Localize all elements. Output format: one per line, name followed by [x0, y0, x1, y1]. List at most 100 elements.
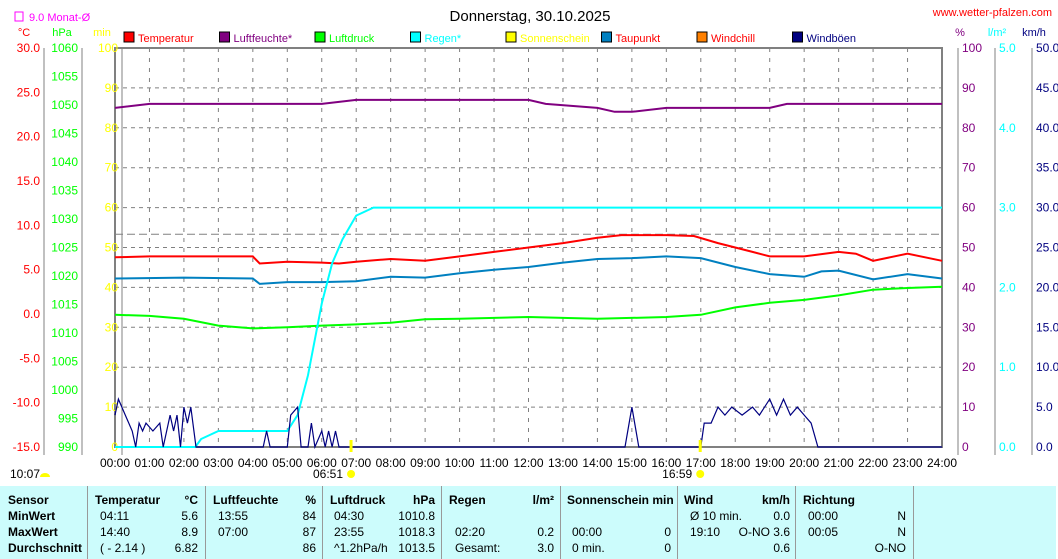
header-press-unit: hPa: [412, 493, 435, 507]
axis-unit: l/m²: [988, 27, 1007, 39]
axis-tick-label: 20.0: [17, 130, 41, 144]
x-tick-label: 24:00: [927, 456, 957, 470]
header-rain: Regen: [449, 493, 486, 507]
axis-tick-label: 30: [105, 320, 119, 334]
rain-time: Gesamt:: [455, 541, 501, 555]
axis-tick-label: 70: [962, 161, 976, 175]
axis-tick-label: 0.0: [23, 307, 40, 321]
axis-tick-label: 1055: [51, 70, 78, 84]
axis-tick-label: 40.0: [1036, 121, 1058, 135]
temp-value: 6.82: [174, 541, 198, 555]
axis-unit: min: [93, 27, 111, 39]
axis-tick-label: 1030: [51, 212, 78, 226]
axis-tick-label: 100: [962, 41, 982, 55]
wind-time: Ø 10 min.: [690, 509, 743, 523]
axis-tick-label: 990: [58, 440, 78, 454]
axis-tick-label: 10.0: [17, 218, 41, 232]
dir-time: 00:05: [808, 525, 839, 539]
x-tick-label: 15:00: [617, 456, 647, 470]
axis-tick-label: 2.0: [999, 280, 1016, 294]
header-wind-unit: km/h: [761, 493, 790, 507]
axis-tick-label: 4.0: [999, 121, 1016, 135]
series-taupunkt: [114, 255, 943, 285]
legend-label: Sonnenschein: [520, 33, 590, 45]
wind-value: O-NO 3.6: [738, 525, 790, 539]
rain-value: 3.0: [537, 541, 554, 555]
header-direction: Richtung: [803, 493, 855, 507]
press-value: 1010.8: [398, 509, 435, 523]
x-tick-label: 20:00: [789, 456, 819, 470]
header-wind: Wind: [684, 493, 714, 507]
dir-value: O-NO: [874, 541, 906, 555]
axis-unit: km/h: [1022, 27, 1046, 39]
month-avg-icon: [14, 11, 24, 22]
x-tick-label: 07:00: [341, 456, 371, 470]
column-divider: [441, 486, 442, 559]
sun-time: 0 min.: [572, 541, 605, 555]
x-tick-label: 09:00: [410, 456, 440, 470]
series-luftdruck: [114, 285, 943, 330]
axis-tick-label: 0.0: [999, 440, 1016, 454]
row-label: MaxWert: [8, 525, 58, 539]
sunset-time: 16:59: [662, 467, 692, 481]
wind-value: 0.6: [773, 541, 790, 555]
axis-tick-label: 10: [962, 400, 976, 414]
axis-tick-label: 5.0: [999, 41, 1016, 55]
x-tick-label: 04:00: [238, 456, 268, 470]
month-avg-label: 9.0 Monat-Ø: [29, 12, 91, 24]
site-url: www.wetter-pfalzen.com: [932, 7, 1052, 19]
axis-tick-label: 60: [962, 201, 976, 215]
axis-tick-label: 15.0: [1036, 320, 1058, 334]
x-tick-label: 21:00: [824, 456, 854, 470]
axis-tick-label: 1010: [51, 326, 78, 340]
legend-label: Luftfeuchte*: [234, 33, 293, 45]
legend-swatch-5: [601, 31, 612, 43]
sunrise-time: 06:51: [313, 467, 343, 481]
x-tick-label: 02:00: [169, 456, 199, 470]
x-tick-label: 10:00: [445, 456, 475, 470]
axis-tick-label: 90: [105, 81, 119, 95]
axis-unit: %: [955, 27, 965, 39]
press-value: 1018.3: [398, 525, 435, 539]
axis-tick-label: 1040: [51, 155, 78, 169]
axis-tick-label: -5.0: [19, 351, 40, 365]
x-tick-label: 14:00: [582, 456, 612, 470]
axis-tick-label: 1045: [51, 127, 78, 141]
axis-tick-label: 50.0: [1036, 41, 1058, 55]
weather-chart: Donnerstag, 30.10.2025 www.wetter-pfalzen…: [10, 7, 1058, 481]
axis-tick-label: 10.0: [1036, 360, 1058, 374]
hum-value: 87: [302, 525, 316, 539]
axis-tick-label: 10: [105, 400, 119, 414]
axis-tick-label: 1005: [51, 355, 78, 369]
sun-time: 00:00: [572, 525, 603, 539]
axis-tick-label: 40: [105, 280, 119, 294]
sun-value: 0: [664, 541, 671, 555]
x-tick-label: 19:00: [755, 456, 785, 470]
axis-tick-label: 100: [98, 41, 118, 55]
axis-tick-label: 5.0: [1036, 400, 1053, 414]
axis-tick-label: 60: [105, 201, 119, 215]
axis-tick-label: 25.0: [17, 85, 41, 99]
column-divider: [87, 486, 88, 559]
press-time: 04:30: [334, 509, 365, 523]
header-sensor: Sensor: [8, 493, 49, 507]
column-divider: [322, 486, 323, 559]
row-label: Durchschnitt: [8, 541, 83, 555]
chart-title: Donnerstag, 30.10.2025: [450, 8, 611, 25]
axis-tick-label: 3.0: [999, 201, 1016, 215]
hum-value: 86: [302, 541, 316, 555]
column-divider: [913, 486, 914, 559]
x-tick-label: 13:00: [548, 456, 578, 470]
header-rain-unit: l/m²: [532, 493, 554, 507]
press-value: 1013.5: [398, 541, 435, 555]
axis-tick-label: 1000: [51, 383, 78, 397]
legend-swatch-0: [123, 31, 135, 43]
axis-tick-label: 50: [962, 241, 976, 255]
axis-tick-label: 30: [962, 320, 976, 334]
series-temperatur: [114, 234, 943, 265]
x-tick-label: 23:00: [893, 456, 923, 470]
column-divider: [795, 486, 796, 559]
rain-value: 0.2: [537, 525, 554, 539]
legend-swatch-7: [792, 31, 803, 43]
column-divider: [677, 486, 678, 559]
